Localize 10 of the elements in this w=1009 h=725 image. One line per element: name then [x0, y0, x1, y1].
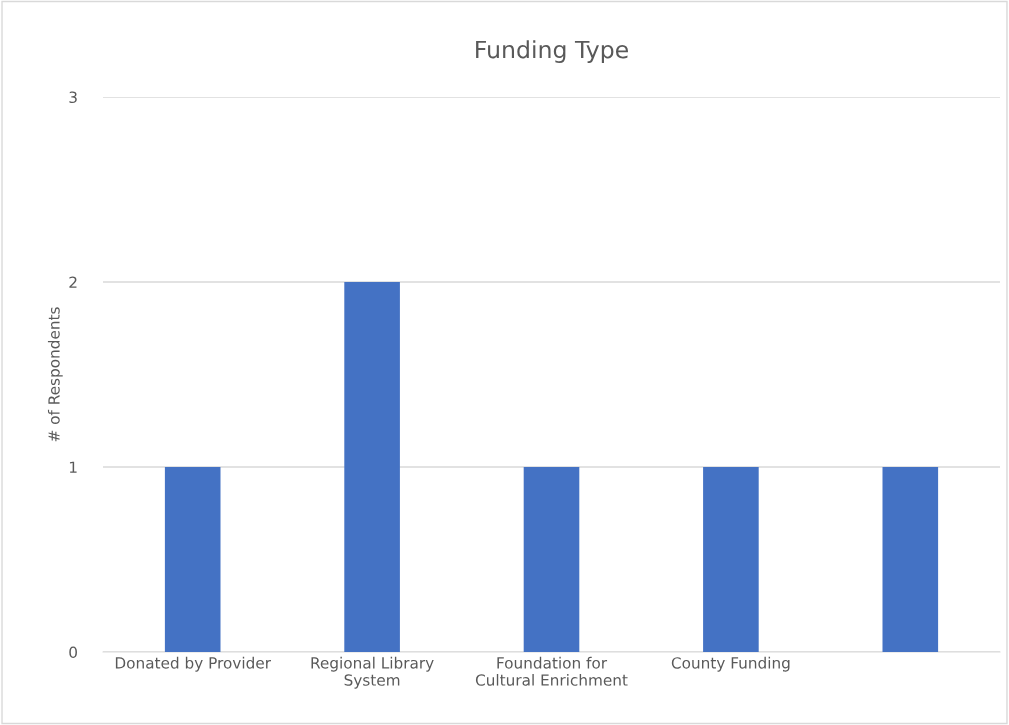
x-tick-label: Foundation for Cultural Enrichment — [475, 656, 628, 686]
y-tick-label: 3 — [69, 91, 77, 104]
x-tick-label: County Funding — [671, 656, 790, 672]
x-tick-label: Donated by Provider — [115, 656, 271, 672]
y-axis-title: # of Respondents — [47, 307, 63, 442]
chart-title: Funding Type — [476, 40, 628, 64]
y-tick-label: 0 — [69, 646, 77, 659]
y-tick-label: 1 — [69, 461, 77, 473]
y-tick-label: 2 — [69, 276, 77, 288]
x-tick-label: Regional Library System — [311, 656, 434, 689]
